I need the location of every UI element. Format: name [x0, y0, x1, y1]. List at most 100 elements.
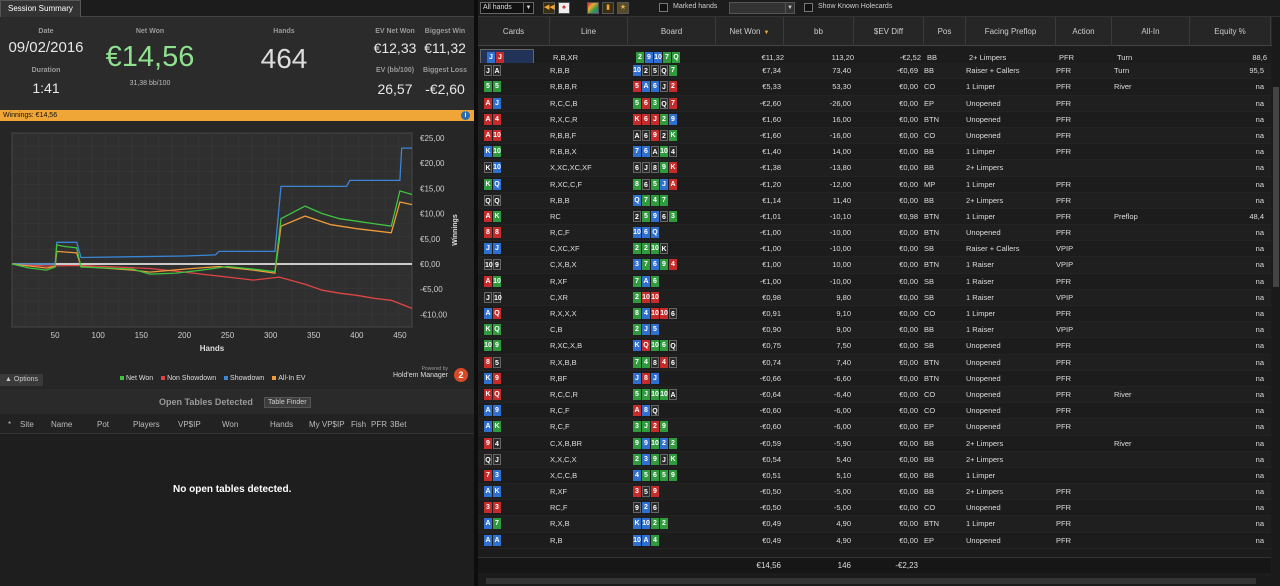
col-line[interactable]: Line [550, 17, 628, 46]
cell-bb: 73,40 [832, 66, 851, 76]
col-name[interactable]: Name [51, 420, 73, 429]
table-row[interactable]: 10 9 K Q 10 6 Q R,XC,X,B €0,75 7,50 €0,00 SB Unopene… [478, 338, 1271, 355]
table-row[interactable]: A K 3 5 9 R,XF -€0,50 -5,00 €0,00 BB 2+ Limpers PFR… [478, 484, 1271, 501]
marked-hands-dropdown[interactable]: ▼ [729, 2, 795, 14]
playing-card: 9 [493, 340, 501, 352]
table-row[interactable]: 3 3 9 2 6 RC,F -€0,50 -5,00 €0,00 CO Unopened PFR na [478, 500, 1271, 517]
table-finder-button[interactable]: Table Finder [264, 397, 311, 408]
table-row[interactable]: Q Q Q 7 4 7 R,B,B €1,14 11,40 €0,00 BB 2+ Limpers PF… [478, 192, 1271, 209]
horizontal-scrollbar[interactable] [478, 576, 1280, 586]
table-row[interactable]: A 4 K 6 J 2 9 R,X,C,R €1,60 16,00 €0,00 BTN Unopened… [478, 111, 1271, 128]
hands-filter-select[interactable]: All hands ▼ [480, 2, 534, 14]
playing-card: K [633, 340, 641, 352]
table-row[interactable]: A 7 K 10 2 2 R,X,B €0,49 4,90 €0,00 BTN 1 Limper PFR… [478, 516, 1271, 533]
table-row[interactable]: A 10 7 A 6 R,XF -€1,00 -10,00 €0,00 SB 1 Raiser PFR… [478, 273, 1271, 290]
cell-bb: 9,80 [836, 292, 851, 302]
cell-allin [1114, 468, 1190, 484]
table-row[interactable]: K Q 2 J 5 C,B €0,90 9,00 €0,00 BB 1 Raiser VPIP na [478, 322, 1271, 339]
table-row[interactable]: K 10 7 6 A 10 4 R,B,B,X €1,40 14,00 €0,00 BB 1 Limpe… [478, 144, 1271, 161]
tab-session-summary[interactable]: Session Summary [0, 0, 81, 17]
cell-eq: na [1255, 503, 1264, 513]
panel-divider[interactable] [474, 0, 478, 586]
horizontal-scroll-thumb[interactable] [486, 578, 1256, 584]
col-won[interactable]: Won [222, 420, 239, 429]
col-players[interactable]: Players [133, 420, 160, 429]
cell-ev: €0,00 [899, 147, 918, 157]
biggest-win-value: €11,32 [424, 40, 466, 56]
playing-card: 10 [484, 259, 493, 271]
col-board[interactable]: Board [628, 17, 716, 46]
col-fish[interactable]: Fish [351, 420, 367, 429]
table-row[interactable]: Q J 2 3 9 J K X,X,C,X €0,54 5,40 €0,00 BB 2+ Limpers… [478, 451, 1271, 468]
playing-card: A [484, 486, 492, 498]
playing-card: 5 [642, 469, 650, 481]
col-my-vpip[interactable]: My VP$IP [309, 420, 345, 429]
table-row[interactable]: 9 4 9 9 10 2 2 C,X,B,BR -€0,59 -5,90 €0,00 BB 2+ Lim… [478, 435, 1271, 452]
options-button[interactable]: ▲ Options [0, 374, 43, 386]
cell-line: R,C,F [550, 406, 570, 416]
table-row[interactable]: A K 3 J 2 9 R,C,F -€0,60 -6,00 €0,00 EP Unopened PFR… [478, 419, 1271, 436]
card-icon[interactable]: ♠ [558, 2, 570, 14]
vertical-scrollbar[interactable] [1272, 17, 1280, 577]
col-pos[interactable]: Pos [924, 17, 966, 46]
cell-bb: 5,10 [836, 470, 851, 480]
col-net-won[interactable]: Net Won ▼ [716, 17, 784, 46]
cell-action: PFR [1056, 389, 1071, 399]
bar-chart-icon[interactable]: ▮ [602, 2, 614, 14]
table-row[interactable]: J A 10 2 5 Q 7 R,B,B €7,34 73,40 -€0,69 BB Raiser + … [478, 63, 1271, 80]
col-site[interactable]: Site [20, 420, 34, 429]
table-row[interactable]: A J 5 6 3 Q 7 R,C,C,B -€2,60 -26,00 €0,00 EP Unopene… [478, 95, 1271, 112]
table-row[interactable]: J J 2 9 10 7 Q R,B,XR €11,32 113,20 -€2,52 BB 2+ Lim… [480, 49, 1267, 66]
table-row[interactable]: 8 5 7 4 8 4 6 R,X,B,B €0,74 7,40 €0,00 BTN Unopened P… [478, 354, 1271, 371]
col-star[interactable]: * [8, 420, 12, 429]
show-known-checkbox[interactable] [804, 3, 813, 12]
table-row[interactable]: A 10 A 6 9 2 K R,B,B,F -€1,60 -16,00 €0,00 CO Unopen… [478, 127, 1271, 145]
col-ev-diff[interactable]: $EV Diff [854, 17, 924, 46]
playing-card: 9 [493, 372, 501, 384]
table-row[interactable]: J J 2 2 10 K C,XC,XF -€1,00 -10,00 €0,00 SB Raiser … [478, 241, 1271, 258]
cell-facing: 2+ Limpers [966, 487, 1004, 497]
board-cards: K 10 2 2 [633, 516, 669, 532]
playing-card: Q [660, 97, 668, 109]
table-row[interactable]: 5 5 5 A 6 J 2 R,B,B,R €5,33 53,30 €0,00 CO 1 Limper P… [478, 79, 1271, 96]
playing-card: 2 [651, 518, 659, 530]
vertical-scroll-thumb[interactable] [1273, 87, 1279, 287]
col-3bet[interactable]: 3Bet [390, 420, 407, 429]
cell-allin [1114, 533, 1190, 549]
table-row[interactable]: K 10 6 J 8 9 K X,XC,XC,XF -€1,38 -13,80 €0,00 BB 2+ … [478, 160, 1271, 177]
cell-ev: €0,00 [899, 422, 918, 432]
table-row[interactable]: K Q 8 6 5 J A R,XC,C,F -€1,20 -12,00 €0,00 MP 1 Limp… [478, 176, 1271, 193]
playing-card: A [642, 81, 650, 93]
marked-hands-checkbox[interactable] [659, 3, 668, 12]
col-action[interactable]: Action [1056, 17, 1112, 46]
table-row[interactable]: 8 8 10 6 Q R,C,F -€1,00 -10,00 €0,00 BTN Unopened P… [478, 225, 1271, 242]
cell-facing: Unopened [966, 373, 1001, 383]
table-row[interactable]: J 10 2 1010 C,XR €0,98 9,80 €0,00 SB 1 Raiser VPIP… [478, 289, 1271, 306]
col-facing[interactable]: Facing Preflop [966, 17, 1056, 46]
table-row[interactable]: K Q 5 J 1010 A R,C,C,R -€0,64 -6,40 €0,00 CO Unopen… [478, 386, 1271, 404]
col-equity[interactable]: Equity % [1190, 17, 1271, 46]
table-row[interactable]: A A 10 A 4 R,B €0,49 4,90 €0,00 EP Unopened PFR na [478, 532, 1271, 549]
playing-card: 3 [493, 469, 501, 481]
table-row[interactable]: A Q 8 4 1010 6 R,X,X,X €0,91 9,10 €0,00 CO 1 Limper… [478, 306, 1271, 323]
rewind-icon[interactable]: ◀◀ [543, 2, 555, 14]
board-cards: 7 6 A 10 4 [633, 144, 678, 160]
table-row[interactable]: 7 3 4 5 6 5 9 X,C,C,B €0,51 5,10 €0,00 BB 1 Limper na [478, 467, 1271, 485]
cell-facing: 1 Limper [966, 211, 996, 221]
grid-icon[interactable] [587, 2, 599, 14]
table-row[interactable]: K 9 J 8 J R,BF -€0,66 -6,60 €0,00 BTN Unopened PFR n… [478, 370, 1271, 387]
trophy-icon[interactable]: ★ [617, 2, 629, 14]
info-icon[interactable]: i [461, 111, 470, 120]
col-allin[interactable]: All-In [1112, 17, 1190, 46]
col-cards[interactable]: Cards [478, 17, 550, 46]
col-vpip[interactable]: VP$IP [178, 420, 201, 429]
table-row[interactable]: A 9 A 8 Q R,C,F -€0,60 -6,00 €0,00 CO Unopened PFR n… [478, 403, 1271, 420]
col-hands[interactable]: Hands [270, 420, 294, 429]
col-pot[interactable]: Pot [97, 420, 110, 429]
table-row[interactable]: A K 2 5 9 6 3 RC -€1,01 -10,10 €0,98 BTN 1 Limper PFR… [478, 208, 1271, 226]
cell-bb: -10,00 [829, 276, 851, 286]
table-row[interactable]: 10 9 3 7 6 9 4 C,X,B,X €1,00 10,00 €0,00 BTN 1 Raise… [478, 257, 1271, 274]
col-bb[interactable]: bb [784, 17, 854, 46]
col-pfr[interactable]: PFR [371, 420, 387, 429]
